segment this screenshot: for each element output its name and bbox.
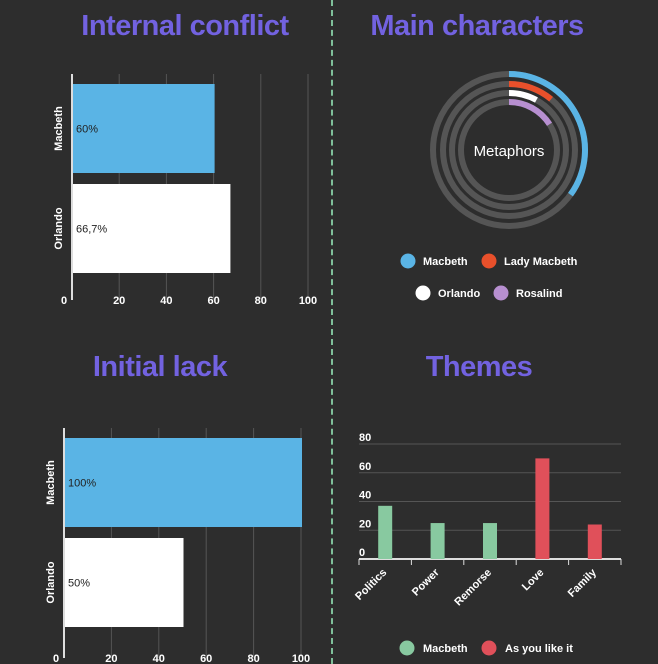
themes-legend-swatch-as-you-like-it: [481, 640, 497, 656]
themes-category-label: Remorse: [452, 567, 494, 609]
internal_conflict-data-label: 66,7%: [76, 224, 107, 236]
main-characters-arc-rosalind: [508, 99, 553, 126]
themes-bar-power: [430, 523, 445, 559]
initial_lack-bar-macbeth: [65, 438, 302, 527]
main-characters-arc-orlando: [508, 90, 538, 103]
initial_lack-data-label: 100%: [68, 478, 96, 490]
themes-category-label: Power: [410, 566, 442, 598]
main-characters-arc-macbeth: [508, 71, 588, 197]
themes-bar-family: [587, 524, 602, 559]
themes-y-tick-label: 60: [359, 461, 371, 473]
internal-conflict-title: Internal conflict: [81, 10, 289, 42]
internal_conflict-x-tick-label: 80: [255, 295, 267, 307]
internal_conflict-x-tick-label: 20: [113, 295, 125, 307]
initial_lack-x-tick-label: 20: [105, 653, 117, 664]
initial_lack-bar-orlando: [65, 538, 184, 627]
themes-y-tick-label: 40: [359, 490, 371, 502]
themes-title: Themes: [425, 351, 533, 383]
themes-legend-label: As you like it: [505, 643, 573, 655]
internal_conflict-category-label: Orlando: [53, 207, 65, 249]
initial_lack-x-tick-label: 40: [153, 653, 165, 664]
internal_conflict-x-tick-label: 0: [61, 295, 67, 307]
section-divider: [331, 0, 333, 664]
themes-legend-label: Macbeth: [423, 643, 468, 655]
main-characters-center-label: Metaphors: [474, 143, 545, 160]
themes-y-tick-label: 0: [359, 547, 365, 559]
themes-category-label: Family: [566, 566, 600, 600]
internal_conflict-data-label: 60%: [76, 124, 98, 136]
initial_lack-category-label: Orlando: [45, 561, 57, 603]
themes-y-tick-label: 20: [359, 518, 371, 530]
internal_conflict-bar-macbeth: [73, 84, 215, 173]
initial_lack-category-label: Macbeth: [45, 460, 57, 505]
internal_conflict-x-tick-label: 60: [207, 295, 219, 307]
themes-bar-remorse: [483, 523, 497, 559]
main-characters-title: Main characters: [370, 10, 584, 42]
legend-label-lady-macbeth: Lady Macbeth: [504, 256, 578, 268]
themes-category-label: Love: [520, 567, 547, 594]
themes-y-tick-label: 80: [359, 432, 371, 444]
initial_lack-x-tick-label: 60: [200, 653, 212, 664]
legend-label-rosalind: Rosalind: [516, 288, 562, 300]
themes-bar-politics: [378, 505, 393, 559]
internal_conflict-x-tick-label: 40: [160, 295, 172, 307]
initial_lack-x-tick-label: 80: [247, 653, 259, 664]
themes-category-label: Politics: [353, 567, 389, 603]
legend-swatch-orlando: [415, 285, 431, 301]
initial_lack-x-tick-label: 0: [53, 653, 59, 664]
legend-label-macbeth: Macbeth: [423, 256, 468, 268]
internal_conflict-x-tick-label: 100: [299, 295, 317, 307]
themes-bar-love: [535, 458, 550, 559]
legend-swatch-macbeth: [400, 253, 416, 269]
internal_conflict-bar-orlando: [73, 184, 231, 273]
main-characters-arc-lady-macbeth: [508, 81, 553, 102]
initial_lack-x-tick-label: 100: [292, 653, 310, 664]
legend-swatch-rosalind: [493, 285, 509, 301]
themes-legend-swatch-macbeth: [399, 640, 415, 656]
legend-label-orlando: Orlando: [438, 288, 480, 300]
internal_conflict-category-label: Macbeth: [53, 106, 65, 151]
initial_lack-data-label: 50%: [68, 578, 90, 590]
legend-swatch-lady-macbeth: [481, 253, 497, 269]
initial-lack-title: Initial lack: [92, 351, 228, 383]
